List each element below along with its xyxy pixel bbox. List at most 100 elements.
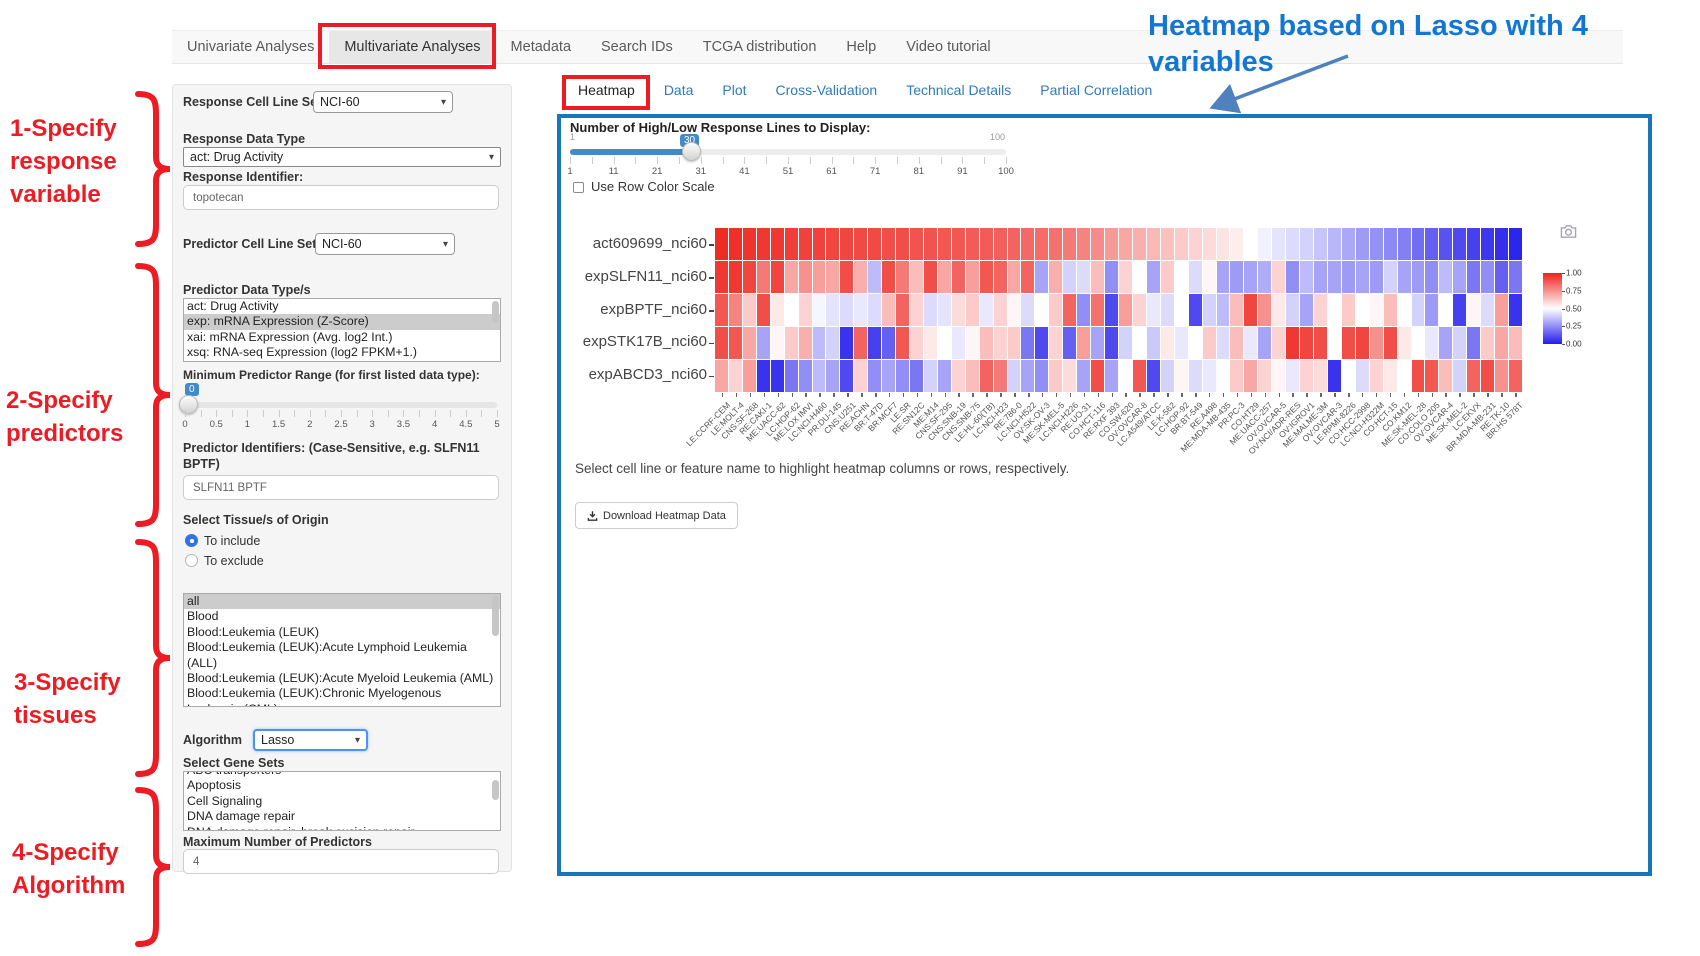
- heatmap-cell[interactable]: [1230, 327, 1244, 359]
- heatmap-cell[interactable]: [1188, 294, 1202, 326]
- list-option-cell-signaling[interactable]: Cell Signaling: [187, 793, 263, 808]
- heatmap-cell[interactable]: [756, 294, 770, 326]
- heatmap-cell[interactable]: [1077, 327, 1091, 359]
- heatmap-cell[interactable]: [1314, 294, 1327, 326]
- heatmap-cell[interactable]: [784, 261, 798, 293]
- heatmap-cell[interactable]: [1244, 294, 1258, 326]
- heatmap-cell[interactable]: [882, 327, 896, 359]
- heatmap-cell[interactable]: [1132, 360, 1146, 392]
- heatmap-cell[interactable]: [979, 228, 993, 260]
- heatmap-cell[interactable]: [1300, 294, 1314, 326]
- heatmap-cell[interactable]: [1258, 360, 1272, 392]
- heatmap-cell[interactable]: [896, 294, 910, 326]
- heatmap-cell[interactable]: [1355, 261, 1369, 293]
- scrollbar-thumb[interactable]: [492, 780, 499, 800]
- list-option-blood-leukemia-leuk-acute-myeloid-leukem[interactable]: Blood:Leukemia (LEUK):Acute Myeloid Leuk…: [187, 671, 494, 686]
- heatmap-cell[interactable]: [1174, 261, 1188, 293]
- heatmap-cell[interactable]: [1174, 294, 1188, 326]
- heatmap-cell[interactable]: [826, 228, 840, 260]
- heatmap-row-label-expslfn11-nci60[interactable]: expSLFN11_nci60: [584, 267, 707, 285]
- heatmap-cell[interactable]: [965, 327, 979, 359]
- heatmap-cell[interactable]: [1467, 294, 1481, 326]
- heatmap-cell[interactable]: [1369, 228, 1383, 260]
- nav-item-multivariate-analyses[interactable]: Multivariate Analyses: [329, 31, 496, 63]
- heatmap-cell[interactable]: [1509, 261, 1522, 293]
- heatmap-cell[interactable]: [1495, 228, 1509, 260]
- heatmap-cell[interactable]: [1258, 261, 1272, 293]
- tab-heatmap[interactable]: Heatmap: [578, 82, 635, 98]
- heatmap-cell[interactable]: [1272, 360, 1286, 392]
- heatmap-cell[interactable]: [1314, 327, 1327, 359]
- heatmap-cell[interactable]: [1049, 327, 1063, 359]
- heatmap-cell[interactable]: [993, 228, 1007, 260]
- heatmap-cell[interactable]: [1230, 360, 1244, 392]
- tissue-include-radio[interactable]: [185, 534, 198, 547]
- heatmap-cell[interactable]: [951, 327, 965, 359]
- heatmap-cell[interactable]: [1453, 261, 1467, 293]
- heatmap-cell[interactable]: [1272, 294, 1286, 326]
- heatmap-cell[interactable]: [1132, 228, 1146, 260]
- heatmap-cell[interactable]: [1397, 360, 1411, 392]
- heatmap-cell[interactable]: [923, 228, 937, 260]
- heatmap-cell[interactable]: [937, 294, 951, 326]
- heatmap-cell[interactable]: [770, 360, 784, 392]
- nav-item-video-tutorial[interactable]: Video tutorial: [906, 39, 991, 55]
- heatmap-cell[interactable]: [1049, 360, 1063, 392]
- heatmap-cell[interactable]: [1105, 327, 1118, 359]
- heatmap-cell[interactable]: [1453, 294, 1467, 326]
- heatmap-cell[interactable]: [1091, 327, 1105, 359]
- heatmap-cell[interactable]: [965, 360, 979, 392]
- heatmap-cell[interactable]: [1509, 228, 1522, 260]
- heatmap-row-label-expabcd3-nci60[interactable]: expABCD3_nci60: [588, 366, 707, 384]
- heatmap-cell[interactable]: [1467, 261, 1481, 293]
- list-option-dna-damage-repair[interactable]: DNA damage repair: [187, 809, 295, 824]
- heatmap-cell[interactable]: [1160, 228, 1174, 260]
- heatmap-cell[interactable]: [1369, 261, 1383, 293]
- heatmap-cell[interactable]: [728, 228, 742, 260]
- heatmap-cell[interactable]: [937, 228, 951, 260]
- heatmap-cell[interactable]: [1439, 261, 1453, 293]
- heatmap-cell[interactable]: [715, 327, 728, 359]
- heatmap-cell[interactable]: [1146, 327, 1160, 359]
- download-heatmap-data-button[interactable]: Download Heatmap Data: [575, 502, 738, 529]
- heatmap-cell[interactable]: [1481, 228, 1495, 260]
- heatmap-cell[interactable]: [715, 228, 728, 260]
- heatmap-cell[interactable]: [1495, 261, 1509, 293]
- heatmap-cell[interactable]: [868, 294, 882, 326]
- heatmap-cell[interactable]: [1467, 327, 1481, 359]
- predictor-cell-line-set-select[interactable]: NCI-60 ▾: [315, 233, 455, 255]
- heatmap-cell[interactable]: [1174, 228, 1188, 260]
- heatmap-cell[interactable]: [1341, 294, 1355, 326]
- heatmap-cell[interactable]: [1425, 228, 1439, 260]
- heatmap-cell[interactable]: [1341, 228, 1355, 260]
- list-option-blood-leukemia-leuk-acute-lymphoid-leuke[interactable]: Blood:Leukemia (LEUK):Acute Lymphoid Leu…: [187, 640, 467, 670]
- heatmap-cell[interactable]: [1383, 261, 1397, 293]
- heatmap-cell[interactable]: [1146, 261, 1160, 293]
- heatmap-cell[interactable]: [1230, 294, 1244, 326]
- heatmap-cell[interactable]: [1188, 360, 1202, 392]
- heatmap-cell[interactable]: [1258, 327, 1272, 359]
- heatmap-cell[interactable]: [1397, 228, 1411, 260]
- heatmap-cell[interactable]: [1021, 294, 1035, 326]
- heatmap-cell[interactable]: [1495, 294, 1509, 326]
- nav-item-metadata[interactable]: Metadata: [510, 39, 572, 55]
- heatmap-cell[interactable]: [951, 360, 965, 392]
- heatmap-cell[interactable]: [715, 294, 728, 326]
- heatmap-cell[interactable]: [993, 360, 1007, 392]
- heatmap-cell[interactable]: [1314, 360, 1327, 392]
- heatmap-cell[interactable]: [1035, 360, 1049, 392]
- heatmap-cell[interactable]: [826, 327, 840, 359]
- heatmap-cell[interactable]: [923, 360, 937, 392]
- heatmap-cell[interactable]: [1453, 228, 1467, 260]
- list-option-xai-mrna-expression-avg-log2-int[interactable]: xai: mRNA Expression (Avg. log2 Int.): [187, 329, 393, 344]
- heatmap-cell[interactable]: [1174, 360, 1188, 392]
- heatmap-cell[interactable]: [728, 327, 742, 359]
- list-option-exp-mrna-expression-z-score[interactable]: exp: mRNA Expression (Z-Score): [184, 314, 500, 330]
- heatmap-cell[interactable]: [1202, 228, 1216, 260]
- heatmap-cell[interactable]: [1341, 360, 1355, 392]
- heatmap-cell[interactable]: [1300, 360, 1314, 392]
- heatmap-cell[interactable]: [1355, 228, 1369, 260]
- heatmap-cell[interactable]: [1035, 327, 1049, 359]
- heatmap-cell[interactable]: [840, 327, 854, 359]
- heatmap-cell[interactable]: [770, 228, 784, 260]
